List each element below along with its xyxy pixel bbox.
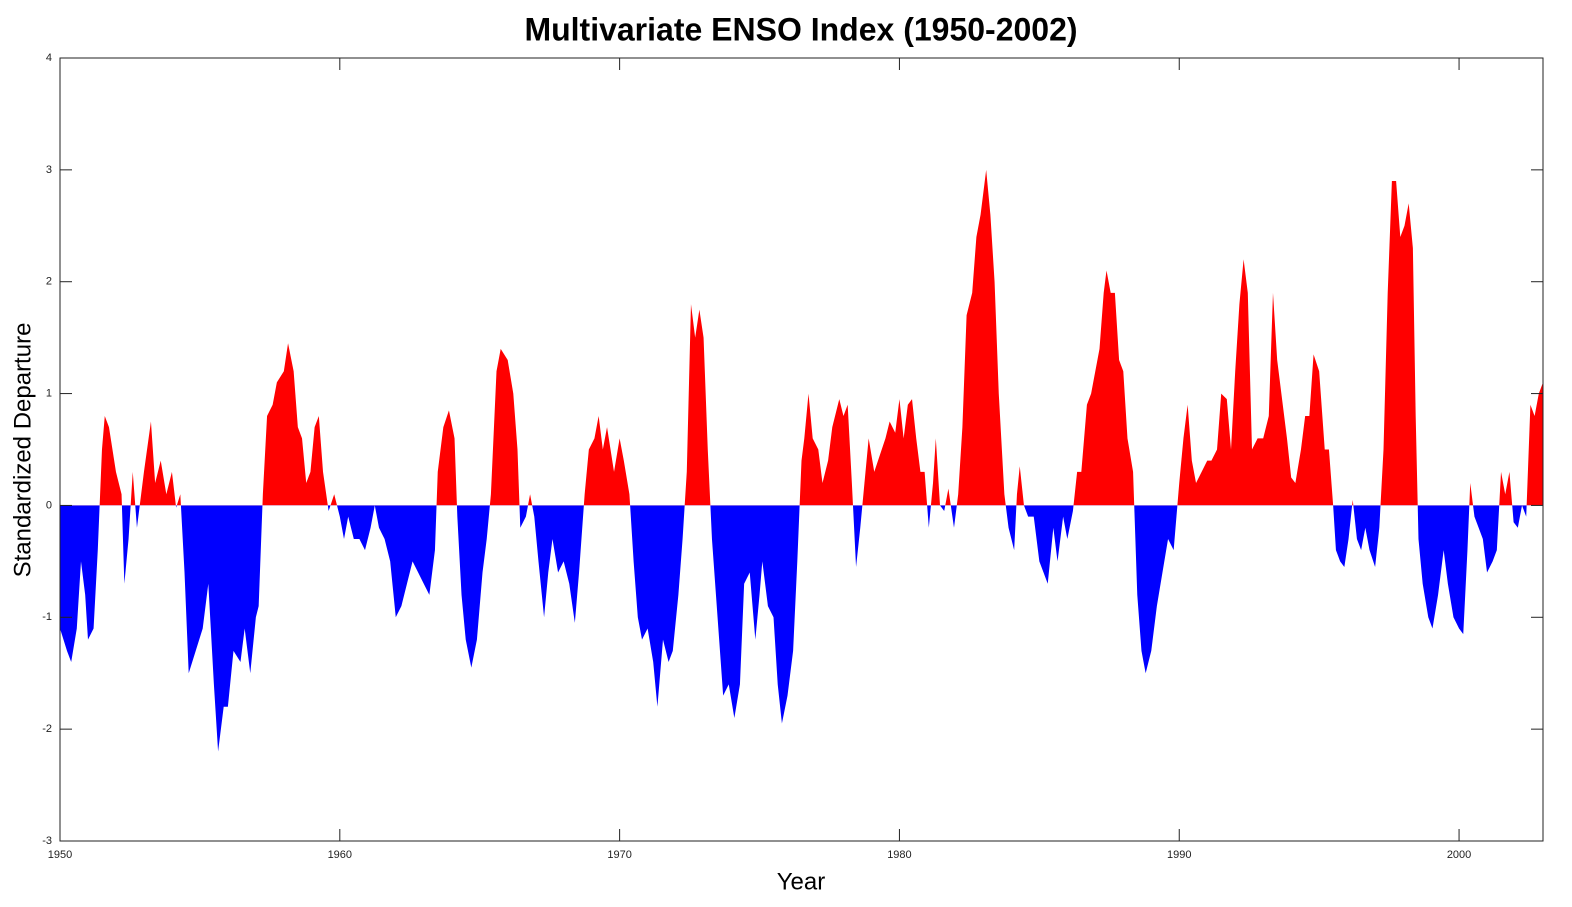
x-tick-label: 1990 — [1167, 849, 1191, 861]
y-tick-label: 4 — [46, 52, 52, 64]
y-tick-label: -2 — [42, 723, 52, 735]
chart-title: Multivariate ENSO Index (1950-2002) — [524, 11, 1077, 47]
y-tick-label: 3 — [46, 164, 52, 176]
y-tick-label: -3 — [42, 835, 52, 847]
y-tick-label: -1 — [42, 611, 52, 623]
x-tick-label: 1980 — [887, 849, 911, 861]
area-negative — [60, 505, 1543, 752]
x-tick-label: 1950 — [48, 849, 72, 861]
x-tick-label: 1970 — [607, 849, 631, 861]
y-tick-label: 0 — [46, 499, 52, 511]
x-tick-label: 1960 — [328, 849, 352, 861]
y-axis-label: Standardized Departure — [9, 323, 36, 578]
y-tick-label: 2 — [46, 276, 52, 288]
area-positive — [99, 169, 1543, 506]
plot-frame — [59, 57, 1544, 842]
x-axis-label: Year — [777, 868, 826, 895]
x-tick-label: 2000 — [1447, 849, 1471, 861]
y-tick-label: 1 — [46, 387, 52, 399]
